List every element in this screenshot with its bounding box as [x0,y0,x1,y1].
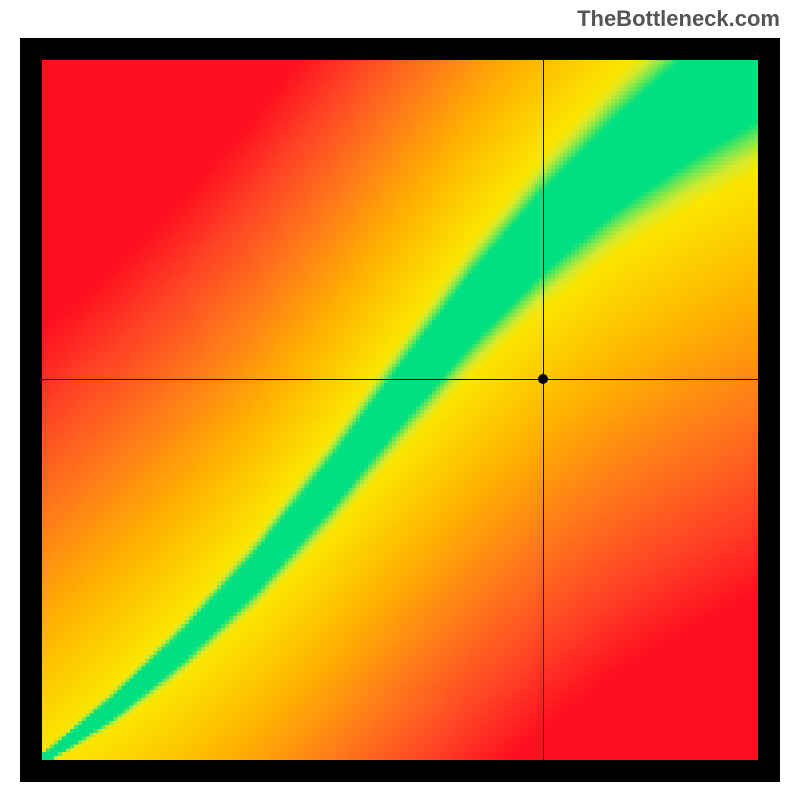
heatmap-plot [42,60,758,760]
crosshair-horizontal [42,379,758,380]
chart-frame [20,38,780,782]
marker-dot [538,374,548,384]
chart-container: TheBottleneck.com [0,0,800,800]
heatmap-canvas [42,60,758,760]
crosshair-vertical [543,60,544,760]
watermark-text: TheBottleneck.com [577,6,780,32]
